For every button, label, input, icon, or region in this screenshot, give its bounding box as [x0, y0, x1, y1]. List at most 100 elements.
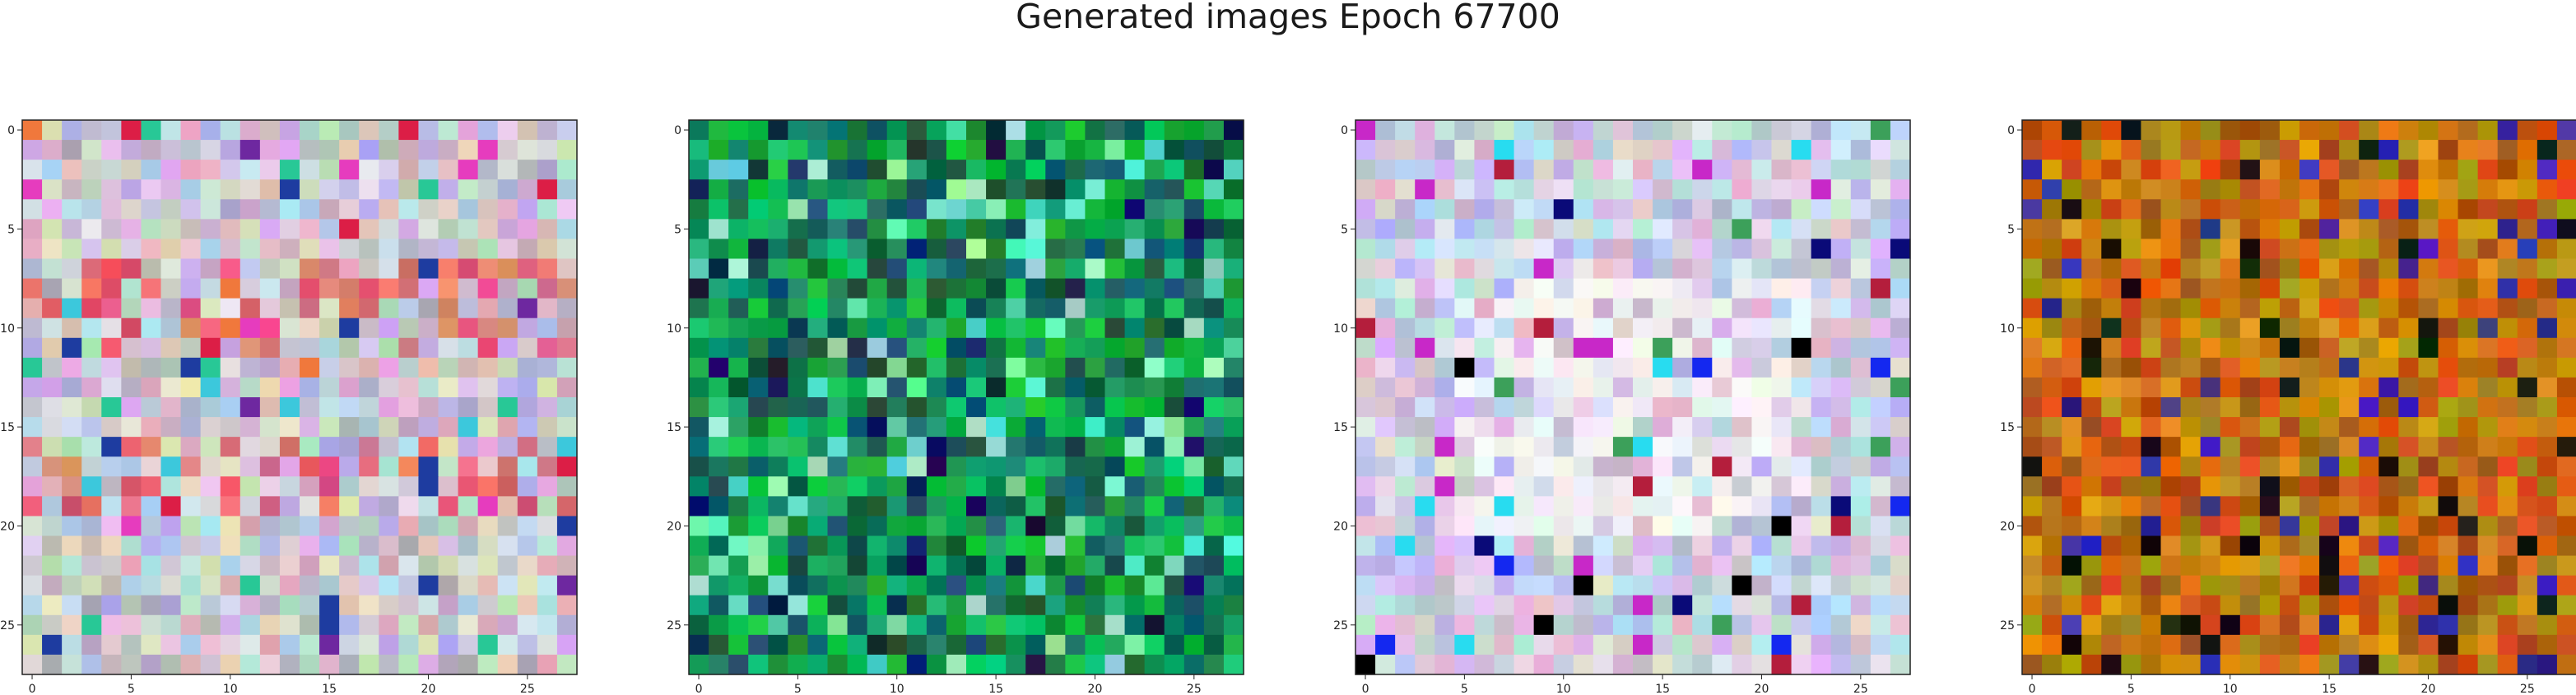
pixel-cell — [537, 140, 558, 160]
pixel-cell — [1144, 278, 1165, 299]
pixel-cell — [2497, 575, 2518, 596]
pixel-cell — [1474, 595, 1495, 616]
pixel-cell — [1395, 298, 1416, 319]
pixel-cell — [339, 199, 360, 220]
pixel-cell — [1395, 199, 1416, 220]
pixel-cell — [1434, 278, 1455, 299]
pixel-cell — [1850, 496, 1872, 517]
pixel-cell — [2200, 317, 2221, 339]
pixel-cell — [418, 555, 439, 577]
pixel-cell — [1006, 516, 1026, 537]
pixel-cell — [398, 634, 420, 656]
pixel-cell — [1573, 456, 1594, 477]
pixel-cell — [2477, 160, 2499, 180]
pixel-cell — [1045, 595, 1066, 616]
pixel-cell — [1593, 239, 1614, 260]
pixel-cell — [200, 456, 221, 477]
pixel-cell — [1672, 634, 1693, 656]
pixel-cell — [379, 219, 399, 240]
pixel-cell — [2180, 456, 2202, 477]
pixel-cell — [1454, 317, 1476, 339]
pixel-cell — [2418, 239, 2439, 260]
pixel-cell — [2081, 634, 2102, 656]
pixel-cell — [2121, 298, 2142, 319]
x-tick-label: 20 — [421, 683, 436, 695]
pixel-cell — [689, 476, 709, 497]
pixel-cell — [689, 317, 709, 339]
pixel-cell — [1791, 179, 1812, 200]
pixel-cell — [22, 456, 43, 477]
pixel-cell — [2101, 199, 2122, 220]
pixel-cell — [1065, 476, 1086, 497]
pixel-cell — [2418, 337, 2439, 359]
pixel-cell — [2359, 496, 2379, 517]
pixel-cell — [1415, 417, 1435, 438]
pixel-cell — [2319, 317, 2340, 339]
pixel-cell — [22, 317, 43, 339]
pixel-cell — [438, 595, 459, 616]
pixel-cell — [1395, 397, 1416, 418]
pixel-cell — [2556, 317, 2576, 339]
pixel-cell — [1553, 496, 1574, 517]
pixel-cell — [966, 199, 987, 220]
pixel-cell — [2200, 140, 2221, 160]
pixel-cell — [339, 456, 360, 477]
pixel-cell — [2022, 219, 2043, 240]
pixel-cell — [1553, 258, 1574, 280]
pixel-cell — [239, 258, 261, 280]
pixel-cell — [339, 258, 360, 280]
pixel-cell — [121, 614, 142, 636]
pixel-cell — [1104, 417, 1126, 438]
pixel-cell — [2160, 258, 2182, 280]
pixel-cell — [458, 377, 479, 398]
pixel-cell — [220, 535, 241, 557]
pixel-cell — [2160, 160, 2182, 180]
pixel-cell — [359, 278, 379, 299]
pixel-cell — [2081, 298, 2102, 319]
pixel-cell — [141, 140, 162, 160]
pixel-cell — [2497, 496, 2518, 517]
pixel-cell — [556, 476, 578, 497]
pixel-cell — [827, 397, 849, 418]
pixel-cell — [886, 496, 908, 517]
pixel-cell — [1104, 258, 1126, 280]
pixel-cell — [121, 317, 142, 339]
pixel-cell — [418, 417, 439, 438]
pixel-cell — [1732, 298, 1753, 319]
pixel-cell — [1434, 219, 1455, 240]
pixel-cell — [2378, 476, 2399, 497]
pixel-cell — [847, 397, 868, 418]
pixel-cell — [2438, 595, 2459, 616]
pixel-cell — [1494, 278, 1515, 299]
pixel-cell — [2160, 298, 2182, 319]
pixel-cell — [2062, 417, 2082, 438]
pixel-cell — [1514, 160, 1535, 180]
pixel-cell — [2497, 377, 2518, 398]
pixel-cell — [141, 516, 162, 537]
y-tick-label: 20 — [667, 520, 681, 533]
pixel-cell — [2121, 337, 2142, 359]
pixel-cell — [1830, 298, 1852, 319]
pixel-cell — [966, 476, 987, 497]
pixel-cell — [2259, 199, 2281, 220]
pixel-cell — [2319, 456, 2340, 477]
pixel-cell — [1573, 278, 1594, 299]
pixel-cell — [1653, 535, 1673, 557]
pixel-cell — [1890, 317, 1911, 339]
pixel-cell — [1573, 258, 1594, 280]
pixel-cell — [1415, 337, 1435, 359]
pixel-cell — [2081, 258, 2102, 280]
pixel-cell — [847, 357, 868, 378]
pixel-cell — [239, 516, 261, 537]
pixel-cell — [1553, 456, 1574, 477]
pixel-cell — [1533, 535, 1555, 557]
pixel-cell — [1830, 397, 1852, 418]
pixel-cell — [689, 614, 709, 636]
pixel-cell — [160, 555, 182, 577]
pixel-cell — [1375, 417, 1396, 438]
pixel-cell — [986, 219, 1007, 240]
pixel-cell — [1533, 417, 1555, 438]
pixel-cell — [788, 337, 809, 359]
pixel-cell — [768, 595, 788, 616]
